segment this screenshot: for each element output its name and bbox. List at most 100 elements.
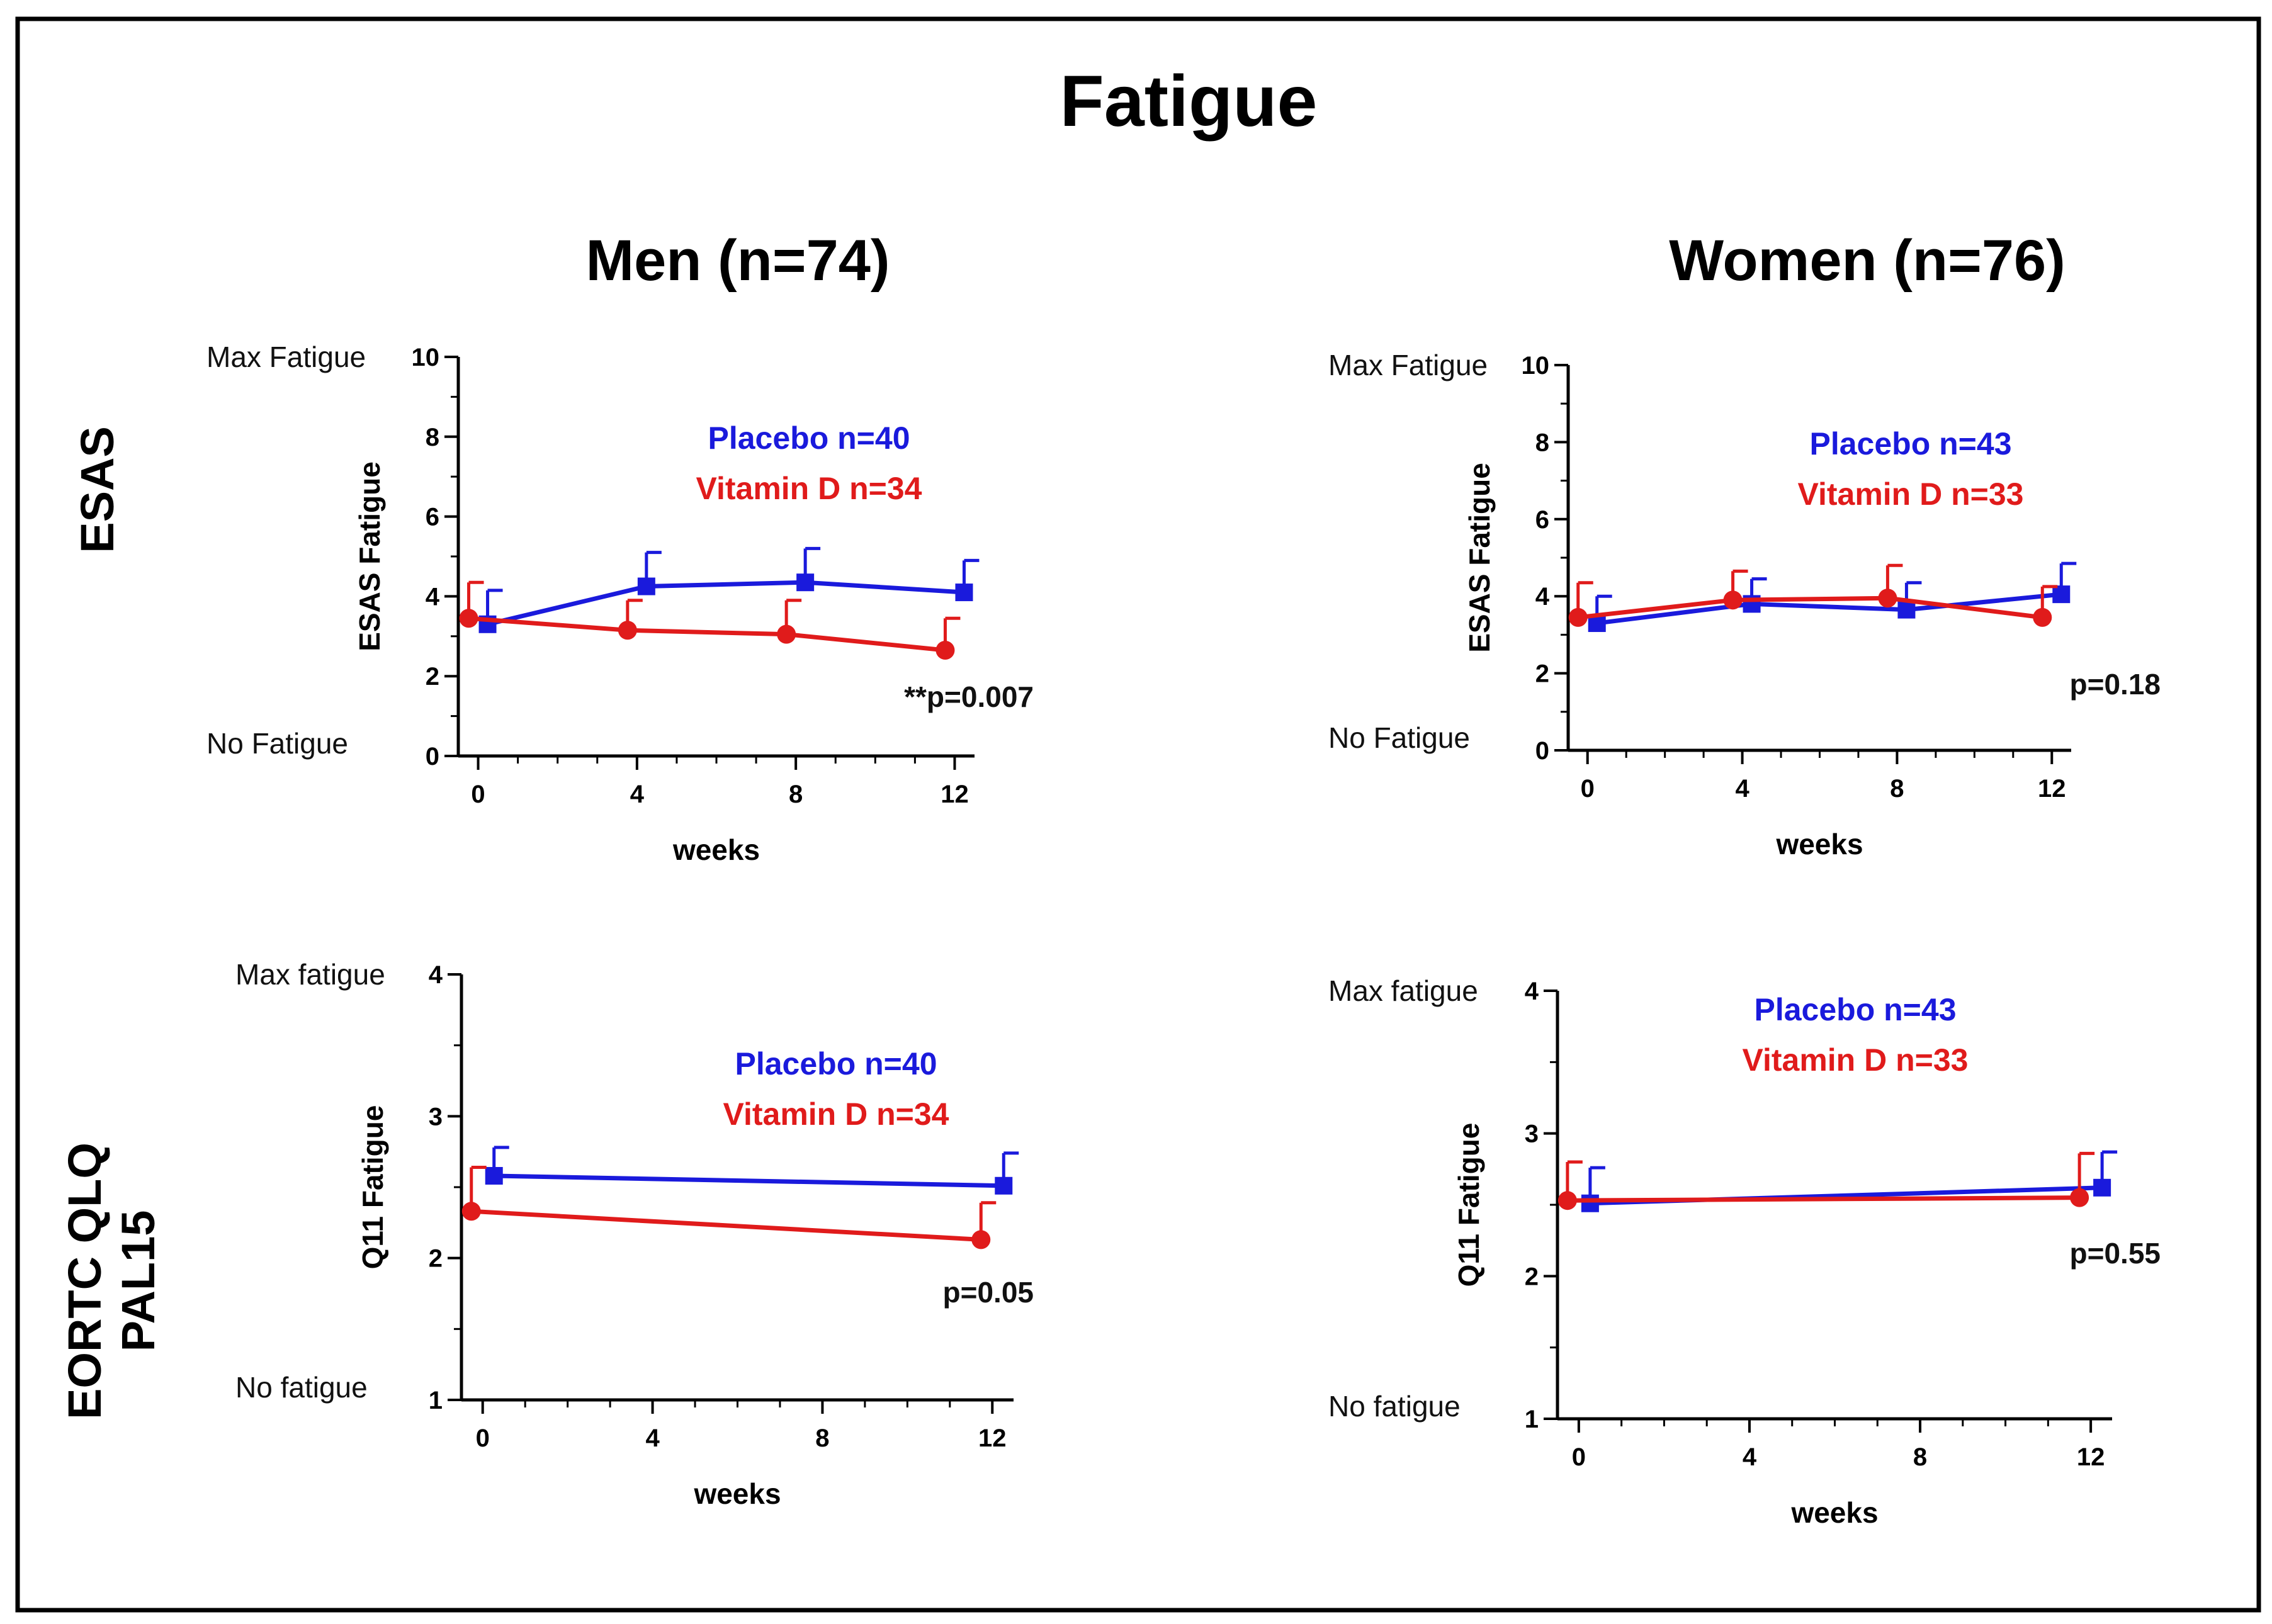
legend-placebo: Placebo n=43 — [1810, 426, 2012, 461]
y-tick-label: 3 — [429, 1103, 443, 1131]
x-tick-label: 8 — [815, 1424, 829, 1452]
figure-frame — [15, 16, 2261, 1613]
placebo-series-line — [487, 580, 964, 627]
p-value-annotation: p=0.18 — [2070, 668, 2161, 701]
placebo-marker — [2052, 585, 2071, 604]
y-tick-label: 0 — [1535, 737, 1549, 765]
vitamin-d-marker — [1568, 607, 1588, 627]
y-axis-label: Q11 Fatigue — [356, 1105, 389, 1270]
vitamin-d-marker — [459, 609, 478, 628]
row-label-esas: ESAS — [71, 426, 123, 553]
vitamin-d-series-line — [1567, 1195, 2080, 1203]
y-tick-label: 2 — [1525, 1263, 1539, 1290]
vitamin-d-marker — [1557, 1191, 1577, 1210]
placebo-series-line — [1597, 592, 2062, 626]
x-tick-label: 4 — [1743, 1443, 1757, 1471]
x-tick-label: 12 — [2077, 1443, 2105, 1471]
x-tick-label: 12 — [978, 1424, 1007, 1452]
row-label-eortc-line1: EORTC QLQ — [59, 1142, 111, 1419]
y-tick-label: 10 — [1522, 352, 1550, 380]
x-tick-label: 8 — [1890, 775, 1904, 803]
no-fatigue-label: No fatigue — [1328, 1390, 1461, 1423]
placebo-series-line — [494, 1173, 1004, 1188]
y-tick-label: 8 — [426, 424, 439, 451]
max-fatigue-label: Max Fatigue — [1328, 349, 1488, 381]
placebo-marker — [1581, 1194, 1599, 1212]
legend-vitamin-d: Vitamin D n=34 — [723, 1097, 949, 1132]
vitamin-d-marker — [2070, 1188, 2089, 1207]
y-tick-label: 4 — [429, 961, 443, 989]
y-tick-label: 2 — [426, 663, 439, 691]
vitamin-d-marker — [777, 624, 796, 644]
y-tick-label: 3 — [1525, 1120, 1539, 1148]
vitamin-d-series-line — [471, 1209, 981, 1242]
y-axis-label: Q11 Fatigue — [1452, 1123, 1485, 1287]
placebo-marker — [955, 584, 973, 602]
x-tick-label: 0 — [1581, 775, 1595, 803]
legend-placebo: Placebo n=43 — [1755, 992, 1957, 1027]
x-tick-label: 4 — [1735, 775, 1749, 803]
column-title-men: Men (n=74) — [585, 228, 890, 293]
x-axis-label: weeks — [1775, 828, 1863, 860]
p-value-annotation: p=0.05 — [943, 1276, 1034, 1309]
x-axis-label: weeks — [693, 1477, 781, 1510]
figure-title: Fatigue — [1060, 61, 1318, 142]
placebo-marker — [2093, 1178, 2111, 1197]
x-axis-label: weeks — [1790, 1496, 1878, 1529]
legend-placebo: Placebo n=40 — [735, 1046, 937, 1081]
max-fatigue-label: Max fatigue — [1328, 974, 1478, 1007]
p-value-annotation: **p=0.007 — [904, 680, 1034, 713]
legend-vitamin-d: Vitamin D n=34 — [696, 471, 922, 506]
vitamin-d-marker — [1878, 589, 1897, 608]
x-tick-label: 0 — [471, 781, 485, 808]
x-tick-label: 12 — [2038, 775, 2066, 803]
vitamin-d-marker — [618, 621, 637, 640]
vitamin-d-marker — [2033, 607, 2052, 627]
y-tick-label: 2 — [1535, 660, 1549, 688]
no-fatigue-label: No Fatigue — [206, 727, 348, 760]
x-tick-label: 0 — [1572, 1443, 1586, 1471]
x-tick-label: 12 — [941, 781, 969, 808]
y-tick-label: 4 — [426, 583, 440, 611]
vitamin-d-series-line — [1578, 595, 2043, 620]
x-tick-label: 4 — [630, 781, 645, 808]
no-fatigue-label: No fatigue — [235, 1371, 368, 1404]
vitamin-d-marker — [1723, 590, 1743, 610]
vitamin-d-marker — [971, 1230, 991, 1249]
x-tick-label: 8 — [789, 781, 803, 808]
panel-men-esas: 0 2 4 6 8 10 0 4 8 12 weeks ESAS Fatigue Max Fatigue… — [206, 341, 1034, 866]
x-tick-label: 0 — [476, 1424, 490, 1452]
max-fatigue-label: Max Fatigue — [206, 341, 366, 373]
placebo-marker — [995, 1176, 1013, 1195]
y-axis-label: ESAS Fatigue — [353, 461, 386, 651]
max-fatigue-label: Max fatigue — [235, 958, 385, 991]
y-tick-label: 8 — [1535, 429, 1549, 456]
y-tick-label: 10 — [412, 344, 440, 371]
vitamin-d-marker — [461, 1202, 481, 1221]
p-value-annotation: p=0.55 — [2070, 1237, 2161, 1270]
no-fatigue-label: No Fatigue — [1328, 721, 1470, 754]
x-tick-label: 8 — [1913, 1443, 1927, 1471]
legend-vitamin-d: Vitamin D n=33 — [1743, 1042, 1969, 1078]
y-tick-label: 1 — [429, 1387, 443, 1414]
legend-vitamin-d: Vitamin D n=33 — [1798, 476, 2024, 512]
panel-women-esas: 0 2 4 6 8 10 0 4 8 12 weeks ESAS Fatigue Max Fatigue… — [1328, 349, 2161, 860]
placebo-marker — [1897, 601, 1916, 619]
y-tick-label: 6 — [426, 504, 439, 531]
y-tick-label: 1 — [1525, 1406, 1539, 1433]
placebo-marker — [485, 1166, 503, 1185]
x-axis-label: weeks — [672, 833, 760, 866]
y-tick-label: 4 — [1525, 978, 1539, 1005]
column-title-women: Women (n=76) — [1669, 228, 2066, 293]
y-tick-label: 6 — [1535, 506, 1549, 534]
vitamin-d-marker — [935, 640, 955, 660]
y-tick-label: 2 — [429, 1245, 443, 1273]
vitamin-d-series-line — [468, 616, 946, 653]
y-axis-label: ESAS Fatigue — [1463, 463, 1496, 653]
placebo-marker — [637, 577, 655, 595]
y-tick-label: 4 — [1535, 583, 1550, 611]
x-tick-label: 4 — [645, 1424, 660, 1452]
